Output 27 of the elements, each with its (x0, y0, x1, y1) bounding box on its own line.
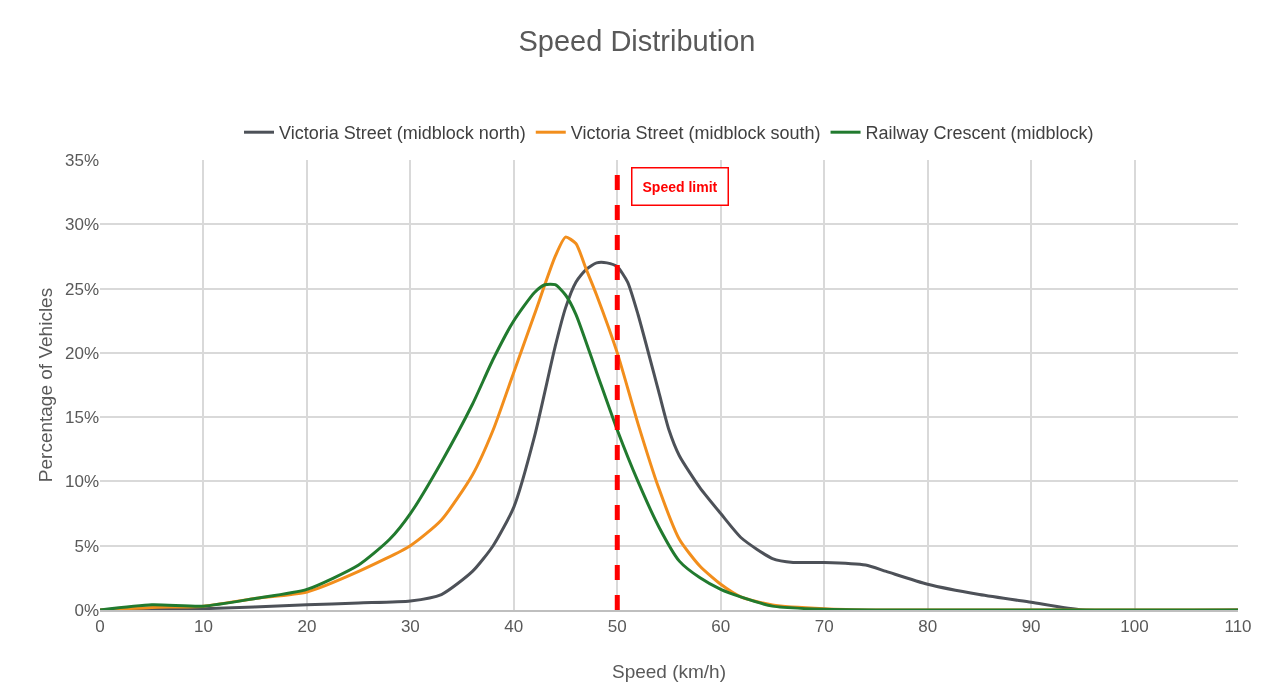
legend-label: Victoria Street (midblock north) (279, 123, 526, 144)
x-tick-label: 110 (1224, 617, 1252, 637)
x-tick-label: 80 (918, 617, 938, 637)
x-axis-title: Speed (km/h) (611, 660, 727, 682)
y-tick-label: 20% (64, 343, 99, 363)
y-tick-label: 25% (64, 279, 99, 299)
y-tick-label: 15% (64, 408, 99, 428)
y-tick-label: 0% (74, 600, 99, 620)
y-tick-label: 5% (74, 536, 99, 556)
x-tick-label: 100 (1120, 617, 1149, 637)
legend-label: Railway Crescent (midblock) (865, 123, 1094, 144)
y-tick-label: 30% (64, 215, 99, 235)
x-tick-label: 70 (814, 617, 834, 637)
x-tick-label: 30 (400, 617, 420, 637)
x-tick-label: 20 (297, 617, 317, 637)
x-tick-label: 0 (95, 617, 105, 637)
x-tick-label: 40 (504, 617, 524, 637)
x-tick-label: 10 (193, 617, 213, 637)
y-tick-label: 10% (64, 472, 99, 492)
legend-label: Victoria Street (midblock south) (570, 123, 821, 144)
y-tick-label: 35% (64, 150, 99, 170)
x-tick-label: 60 (711, 617, 731, 637)
x-tick-label: 50 (607, 617, 627, 637)
ref-line-label: Speed limit (642, 178, 718, 195)
x-tick-label: 90 (1021, 617, 1041, 637)
chart-title: Speed Distribution (518, 25, 756, 58)
y-axis-title: Percentage of Vehicles (35, 287, 56, 483)
